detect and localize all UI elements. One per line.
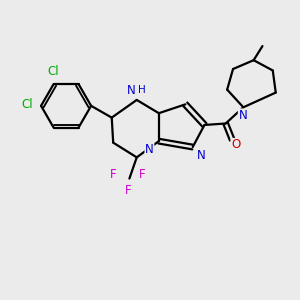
Text: H: H: [138, 85, 146, 95]
Text: N: N: [196, 149, 205, 162]
Text: F: F: [139, 168, 146, 181]
Text: N: N: [238, 109, 247, 122]
Text: N: N: [127, 84, 136, 97]
Text: Cl: Cl: [21, 98, 33, 111]
Text: N: N: [145, 143, 154, 156]
Text: F: F: [124, 184, 131, 197]
Text: Cl: Cl: [47, 65, 59, 78]
Text: F: F: [110, 168, 116, 181]
Text: O: O: [231, 139, 240, 152]
